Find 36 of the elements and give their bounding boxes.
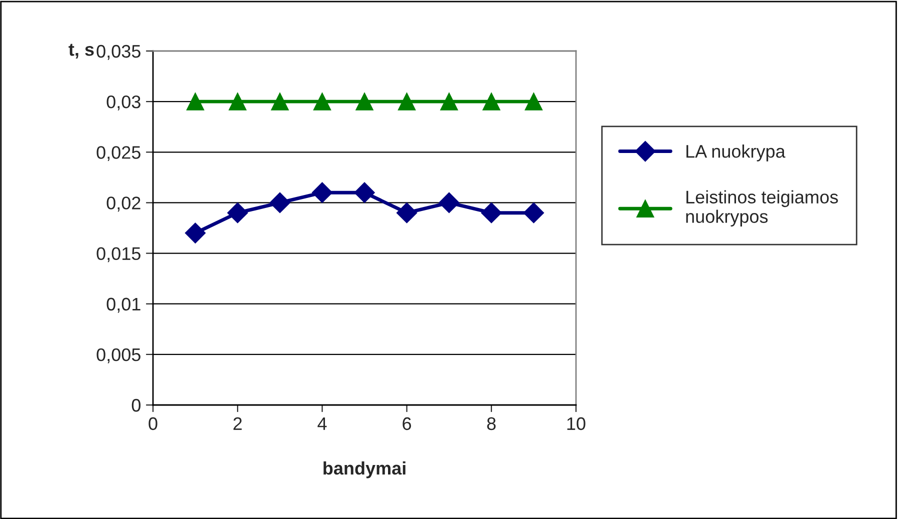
point [524,92,543,110]
point [438,192,460,214]
point [396,202,418,224]
x-tick-label: 2 [233,417,242,430]
x-tick-label: 8 [487,417,496,430]
y-axis-title: t, s [68,44,94,58]
y-tick-label: 0 [132,398,140,412]
point [270,192,290,214]
point [398,92,416,110]
point [440,92,458,110]
legend-label: LA nuokrypa [686,144,786,162]
y-tick-label: 0,005 [96,348,140,364]
y-tick-label: 0,015 [96,247,140,262]
point [482,92,500,110]
point [312,182,333,203]
y-tick-label: 0,025 [96,146,140,161]
x-axis-title: bandymai [324,461,406,478]
point [227,202,248,224]
point [313,92,332,110]
x-tick-label: 0 [148,417,158,430]
x-tick-label: 4 [318,417,327,430]
point [481,202,502,224]
point [523,202,544,224]
x-tick-label: 6 [402,417,412,430]
legend-label: Leistinos teigiamos nuokrypos [686,190,838,227]
point [186,92,204,110]
x-tick-label: 10 [567,417,586,430]
point [354,182,375,203]
point [228,92,246,110]
y-tick-label: 0,02 [106,196,140,212]
point [271,92,289,110]
y-tick-label: 0,03 [106,96,140,110]
y-tick-label: 0,01 [106,298,140,313]
point [356,92,374,110]
point [184,222,206,244]
y-tick-label: 0,035 [96,44,140,60]
